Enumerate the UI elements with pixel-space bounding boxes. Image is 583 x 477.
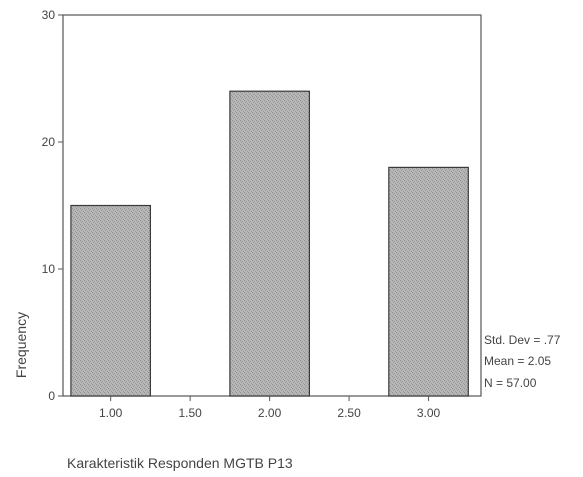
y-tick-label: 10 xyxy=(42,262,56,276)
y-axis-title: Frequency xyxy=(13,312,29,378)
x-axis: 1.00 1.50 2.00 2.50 3.00 xyxy=(99,396,441,420)
x-tick-label: 3.00 xyxy=(417,406,441,420)
n-label: N = 57.00 xyxy=(484,376,537,390)
x-tick-label: 2.00 xyxy=(258,406,282,420)
y-tick-label: 30 xyxy=(42,8,56,22)
y-axis: 0 10 20 30 xyxy=(42,8,63,403)
bar-1 xyxy=(70,204,152,397)
x-tick-label: 2.50 xyxy=(337,406,361,420)
x-tick-label: 1.50 xyxy=(178,406,202,420)
x-axis-title: Karakteristik Responden MGTB P13 xyxy=(67,455,293,471)
bar-3 xyxy=(388,166,469,397)
bar-2 xyxy=(229,90,310,397)
std-dev-label: Std. Dev = .77 xyxy=(484,333,561,347)
mean-label: Mean = 2.05 xyxy=(484,354,551,368)
y-tick-label: 20 xyxy=(42,135,56,149)
x-tick-label: 1.00 xyxy=(99,406,123,420)
bars-group xyxy=(70,90,469,397)
y-tick-label: 0 xyxy=(48,389,55,403)
